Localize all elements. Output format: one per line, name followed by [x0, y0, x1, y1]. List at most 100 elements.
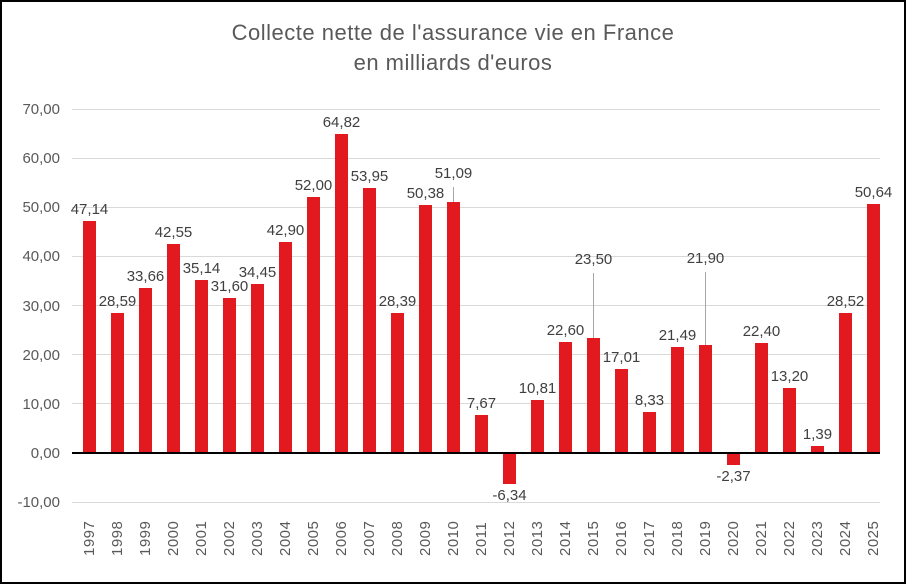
x-tick-label-2004: 2004 [276, 520, 294, 556]
bar-2017 [643, 412, 656, 453]
x-tick-label-2007: 2007 [360, 520, 378, 556]
x-tick-label-2013: 2013 [528, 520, 546, 556]
value-label-1997: 47,14 [70, 201, 109, 219]
y-axis-tick-label: -10,00 [17, 494, 60, 512]
bar-2006 [335, 134, 348, 453]
bar-2007 [363, 187, 376, 453]
gridline [72, 354, 880, 356]
x-tick-label-1997: 1997 [80, 520, 98, 556]
x-tick-label-2021: 2021 [752, 520, 770, 556]
y-axis-tick-label: 60,00 [22, 150, 60, 168]
gridline [72, 403, 880, 405]
label-leader-line [453, 186, 454, 202]
gridline [72, 501, 880, 503]
value-label-2011: 7,67 [466, 395, 497, 413]
value-label-2002: 31,60 [210, 277, 249, 295]
value-label-2024: 28,52 [826, 292, 865, 310]
y-axis-tick-label: 70,00 [22, 101, 60, 118]
chart-title: Collecte nette de l'assurance vie en Fra… [2, 18, 904, 78]
value-label-2019: 21,90 [686, 250, 725, 268]
bar-2001 [195, 280, 208, 453]
bar-2020 [727, 453, 740, 465]
x-tick-label-2015: 2015 [584, 520, 602, 556]
value-label-2017: 8,33 [634, 392, 665, 410]
gridline [72, 255, 880, 257]
bar-2023 [811, 446, 824, 453]
value-label-2023: 1,39 [802, 426, 833, 444]
x-tick-label-2006: 2006 [332, 520, 350, 556]
bar-2021 [755, 342, 768, 453]
value-label-2004: 42,90 [266, 222, 305, 240]
bar-2016 [615, 369, 628, 453]
bar-2018 [671, 347, 684, 453]
value-label-2010: 51,09 [434, 164, 473, 182]
value-label-2022: 13,20 [770, 368, 809, 386]
value-label-2012: -6,34 [492, 487, 527, 505]
bar-2002 [223, 297, 236, 453]
value-label-2001: 35,14 [182, 260, 221, 278]
x-tick-label-1999: 1999 [136, 520, 154, 556]
value-label-1999: 33,66 [126, 267, 165, 285]
x-tick-label-2010: 2010 [444, 520, 462, 556]
bar-1998 [111, 312, 124, 453]
x-tick-label-2025: 2025 [864, 520, 882, 556]
bar-2012 [503, 453, 516, 485]
gridline [72, 157, 880, 159]
value-label-2021: 22,40 [742, 322, 781, 340]
value-label-2007: 53,95 [350, 167, 389, 185]
y-axis-tick-label: 0,00 [30, 445, 60, 462]
bar-2022 [783, 388, 796, 453]
gridline [72, 206, 880, 208]
x-tick-label-2022: 2022 [780, 520, 798, 556]
value-label-2025: 50,64 [854, 184, 893, 202]
x-tick-label-2023: 2023 [808, 520, 826, 556]
value-label-2013: 10,81 [518, 379, 557, 397]
value-label-2000: 42,55 [154, 223, 193, 241]
value-label-2016: 17,01 [602, 349, 641, 367]
x-tick-label-2002: 2002 [220, 520, 238, 556]
y-axis-tick-label: 30,00 [22, 297, 60, 315]
bar-2000 [167, 243, 180, 453]
bar-2025 [867, 204, 880, 453]
bar-2019 [699, 345, 712, 453]
chart-title-line1: Collecte nette de l'assurance vie en Fra… [231, 20, 675, 45]
x-tick-label-2001: 2001 [192, 520, 210, 556]
value-label-2018: 21,49 [658, 327, 697, 345]
x-axis-line [72, 452, 880, 454]
label-leader-line [705, 272, 706, 346]
value-label-2020: -2,37 [716, 467, 751, 485]
bar-2013 [531, 399, 544, 453]
value-label-2003: 34,45 [238, 263, 277, 281]
x-tick-label-2017: 2017 [640, 520, 658, 556]
value-label-2009: 50,38 [406, 185, 445, 203]
bar-2005 [307, 197, 320, 453]
y-axis-tick-label: 40,00 [22, 248, 60, 266]
value-label-1998: 28,59 [98, 292, 137, 310]
value-label-2008: 28,39 [378, 293, 417, 311]
x-tick-label-2003: 2003 [248, 520, 266, 556]
chart-title-line2: en milliards d'euros [353, 50, 553, 75]
bar-1997 [83, 221, 96, 453]
x-tick-label-2012: 2012 [500, 520, 518, 556]
bar-2008 [391, 313, 404, 453]
y-axis-tick-label: 10,00 [22, 395, 60, 413]
value-label-2015: 23,50 [574, 250, 613, 268]
value-label-2005: 52,00 [294, 177, 333, 195]
bar-2015 [587, 337, 600, 453]
x-tick-label-2016: 2016 [612, 520, 630, 556]
x-tick-label-2005: 2005 [304, 520, 322, 556]
x-tick-label-2018: 2018 [668, 520, 686, 556]
bar-2024 [839, 312, 852, 453]
x-tick-label-2008: 2008 [388, 520, 406, 556]
x-tick-label-2011: 2011 [472, 521, 490, 556]
bar-2011 [475, 415, 488, 453]
bar-1999 [139, 287, 152, 453]
bar-2010 [447, 201, 460, 453]
label-leader-line [593, 272, 594, 338]
y-axis-tick-label: 50,00 [22, 199, 60, 217]
x-tick-label-2009: 2009 [416, 520, 434, 556]
bar-2014 [559, 341, 572, 453]
gridline [72, 305, 880, 307]
